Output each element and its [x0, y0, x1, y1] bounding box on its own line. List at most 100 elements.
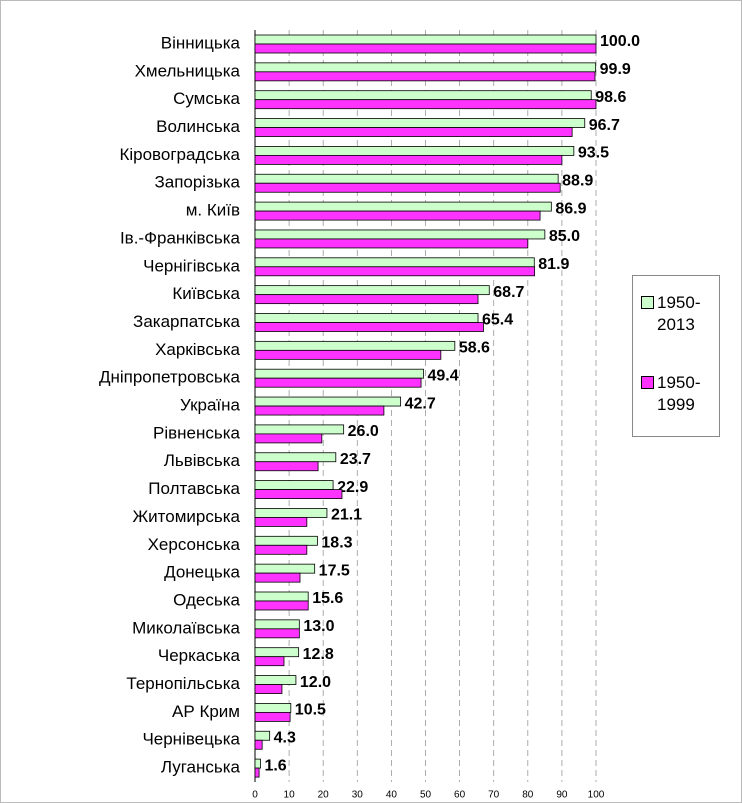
value-label: 93.5: [578, 145, 609, 162]
bar: [254, 739, 263, 750]
value-label: 99.9: [600, 61, 631, 78]
bar: [254, 34, 597, 45]
legend-label: 1950-1999: [657, 373, 701, 414]
value-label: 4.3: [274, 729, 296, 746]
bar: [254, 461, 319, 472]
bar: [254, 517, 308, 527]
bar: [254, 127, 573, 137]
bar: [254, 43, 597, 54]
value-label: 85.0: [549, 228, 580, 245]
bar: [254, 508, 328, 518]
value-label: 22.9: [337, 479, 368, 496]
bar: [254, 313, 479, 323]
y-tick-label: Волинська: [156, 117, 240, 136]
y-tick-label: Харківська: [155, 340, 240, 359]
y-tick-label: Україна: [180, 396, 240, 415]
bar: [254, 544, 308, 555]
bar: [254, 285, 490, 296]
y-tick-label: Миколаївська: [132, 618, 240, 637]
y-tick-label: АР Крим: [172, 702, 240, 721]
bar: [254, 154, 563, 165]
bar: [254, 182, 561, 193]
bar: [254, 703, 292, 713]
y-tick-label: Донецька: [164, 563, 240, 582]
x-tick-label: 40: [386, 790, 398, 801]
y-tick-label: Чернігівська: [143, 256, 240, 275]
bar: [254, 340, 456, 351]
bar: [254, 238, 529, 249]
y-tick-label: Полтавська: [148, 479, 240, 498]
bar: [254, 572, 301, 583]
x-tick-label: 100: [588, 790, 605, 801]
value-label: 98.6: [595, 89, 626, 106]
value-label: 21.1: [331, 507, 362, 524]
y-tick-label: Луганська: [161, 758, 241, 777]
y-tick-label: Чернівецька: [142, 730, 240, 749]
bar: [254, 489, 343, 500]
bar: [254, 405, 385, 416]
y-tick-label: Запорізька: [154, 173, 240, 192]
value-label: 15.6: [312, 590, 343, 607]
value-label: 100.0: [600, 33, 640, 50]
bar: [254, 563, 316, 574]
bar: [254, 145, 575, 156]
x-tick-label: 0: [252, 790, 258, 801]
bar: [254, 368, 424, 379]
value-label: 86.9: [555, 200, 586, 217]
legend: 1950-2013 1950-1999: [632, 275, 720, 437]
bar: [254, 767, 260, 778]
y-tick-label: Дніпропетровська: [99, 368, 241, 387]
legend-swatch: [641, 376, 654, 389]
x-tick-label: 10: [284, 790, 296, 801]
legend-label: 1950-2013: [657, 293, 701, 334]
bar: [254, 210, 541, 221]
bar: [254, 62, 597, 73]
bar: [254, 424, 345, 435]
bar: [254, 349, 442, 360]
value-label: 42.7: [405, 395, 436, 412]
value-label: 81.9: [538, 256, 569, 273]
bar: [254, 712, 291, 722]
bar: [254, 480, 334, 491]
bar: [254, 377, 422, 388]
value-label: 18.3: [321, 535, 352, 552]
bar: [254, 452, 337, 463]
y-tick-label: Одеська: [173, 590, 240, 609]
bar: [254, 201, 552, 212]
value-label: 88.9: [562, 172, 593, 189]
legend-swatch: [641, 296, 654, 309]
x-tick-label: 30: [352, 790, 364, 801]
y-tick-label: Хмельницька: [135, 61, 241, 80]
x-tick-label: 60: [454, 790, 466, 801]
y-tick-label: Ів.-Франківська: [120, 228, 241, 247]
y-tick-label: Львівська: [164, 451, 241, 470]
value-label: 12.8: [303, 646, 334, 663]
bar: [254, 90, 592, 101]
value-label: 23.7: [340, 451, 371, 468]
y-tick-label: Кіровоградська: [119, 145, 240, 164]
bar: [254, 322, 484, 332]
bar: [254, 229, 546, 240]
bar: [254, 619, 300, 630]
x-tick-label: 50: [420, 790, 432, 801]
value-label: 17.5: [319, 562, 350, 579]
value-label: 58.6: [459, 340, 490, 357]
value-label: 13.0: [303, 618, 334, 635]
bar: [254, 266, 536, 277]
bar: [254, 433, 323, 444]
bar: [254, 71, 596, 82]
y-tick-label: Закарпатська: [133, 312, 240, 331]
bar: [254, 600, 309, 611]
bar: [254, 730, 271, 741]
x-tick-label: 90: [556, 790, 568, 801]
x-tick-label: 70: [488, 790, 500, 801]
value-label: 65.4: [482, 312, 513, 329]
bar: [254, 118, 586, 128]
value-label: 12.0: [300, 674, 331, 691]
y-tick-label: Херсонська: [148, 535, 241, 554]
bar: [254, 294, 479, 305]
value-label: 10.5: [295, 702, 326, 719]
y-tick-label: Рівненська: [153, 423, 241, 442]
